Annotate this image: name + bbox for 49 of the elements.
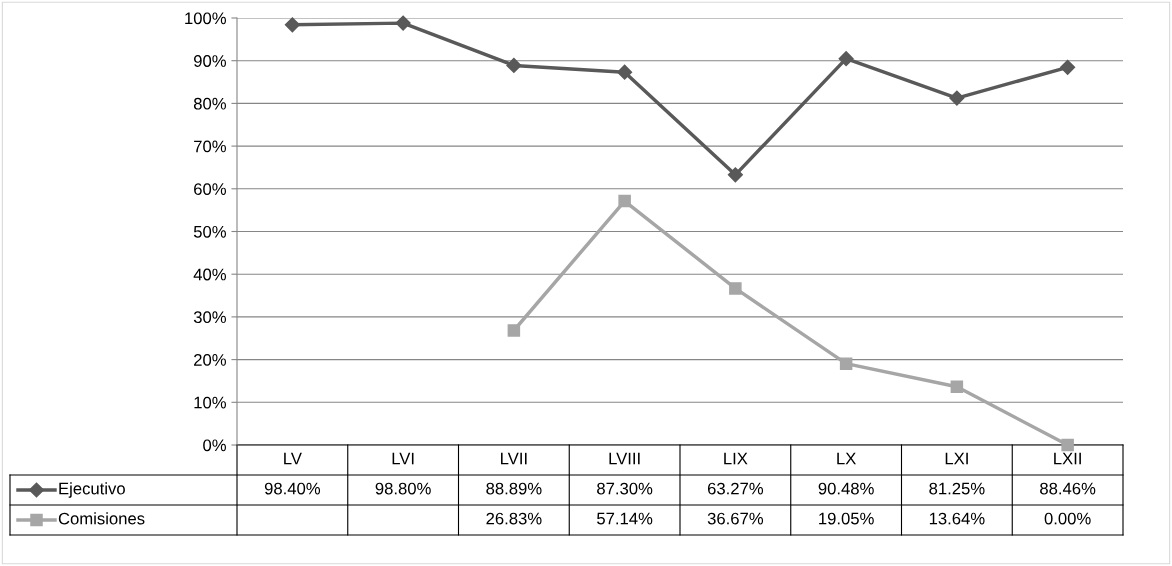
point (506, 57, 522, 74)
y-tick-label: 60% (194, 183, 226, 195)
data-label: 57.14% (597, 512, 653, 525)
x-tick-label: LXI (945, 452, 968, 465)
x-tick-label: LX (837, 452, 856, 465)
point (507, 324, 521, 337)
data-label: 19.05% (819, 512, 874, 525)
point (395, 15, 411, 31)
data-label: 88.89% (486, 482, 542, 495)
point (727, 167, 743, 183)
data-label: 98.80% (375, 482, 431, 495)
y-tick-label: 50% (193, 225, 226, 238)
x-tick-label: LVI (392, 452, 414, 465)
data-label: 36.67% (707, 512, 764, 525)
y-tick-label: 10% (194, 396, 226, 409)
y-tick-label: 40% (193, 268, 226, 281)
point (729, 282, 742, 295)
data-label: 0.00% (1044, 512, 1091, 525)
y-tick-label: 0% (203, 439, 226, 452)
data-label: 87.30% (597, 482, 653, 495)
data-label: 90.48% (818, 482, 874, 495)
data-label: 98.40% (264, 482, 321, 495)
x-tick-label: LIX (724, 452, 748, 465)
legend-label: Ejecutivo (59, 482, 125, 498)
y-tick-label: 20% (194, 354, 226, 366)
y-tick-label: 90% (194, 55, 226, 67)
y-tick-label: 30% (193, 311, 226, 324)
y-tick-label: 80% (193, 97, 226, 110)
data-label: 88.46% (1040, 482, 1096, 495)
point (839, 357, 853, 370)
y-tick-label: 100% (185, 12, 226, 25)
point (949, 90, 965, 106)
point (1060, 59, 1076, 75)
x-tick-label: LV (284, 452, 302, 465)
y-tick-label: 70% (194, 140, 226, 153)
data-label: 13.64% (929, 512, 985, 525)
data-label: 26.83% (486, 512, 542, 525)
x-tick-label: LVII (501, 452, 527, 465)
point (617, 64, 633, 80)
data-label: 81.25% (929, 482, 985, 495)
point (838, 51, 854, 67)
point (950, 380, 964, 394)
data-label: 63.27% (707, 482, 764, 495)
point (1061, 438, 1074, 452)
x-tick-label: LVIII (609, 452, 640, 465)
point (284, 17, 300, 33)
legend-label: Comisiones (58, 512, 145, 525)
x-tick-label: LXII (1054, 452, 1081, 465)
point (618, 194, 631, 208)
